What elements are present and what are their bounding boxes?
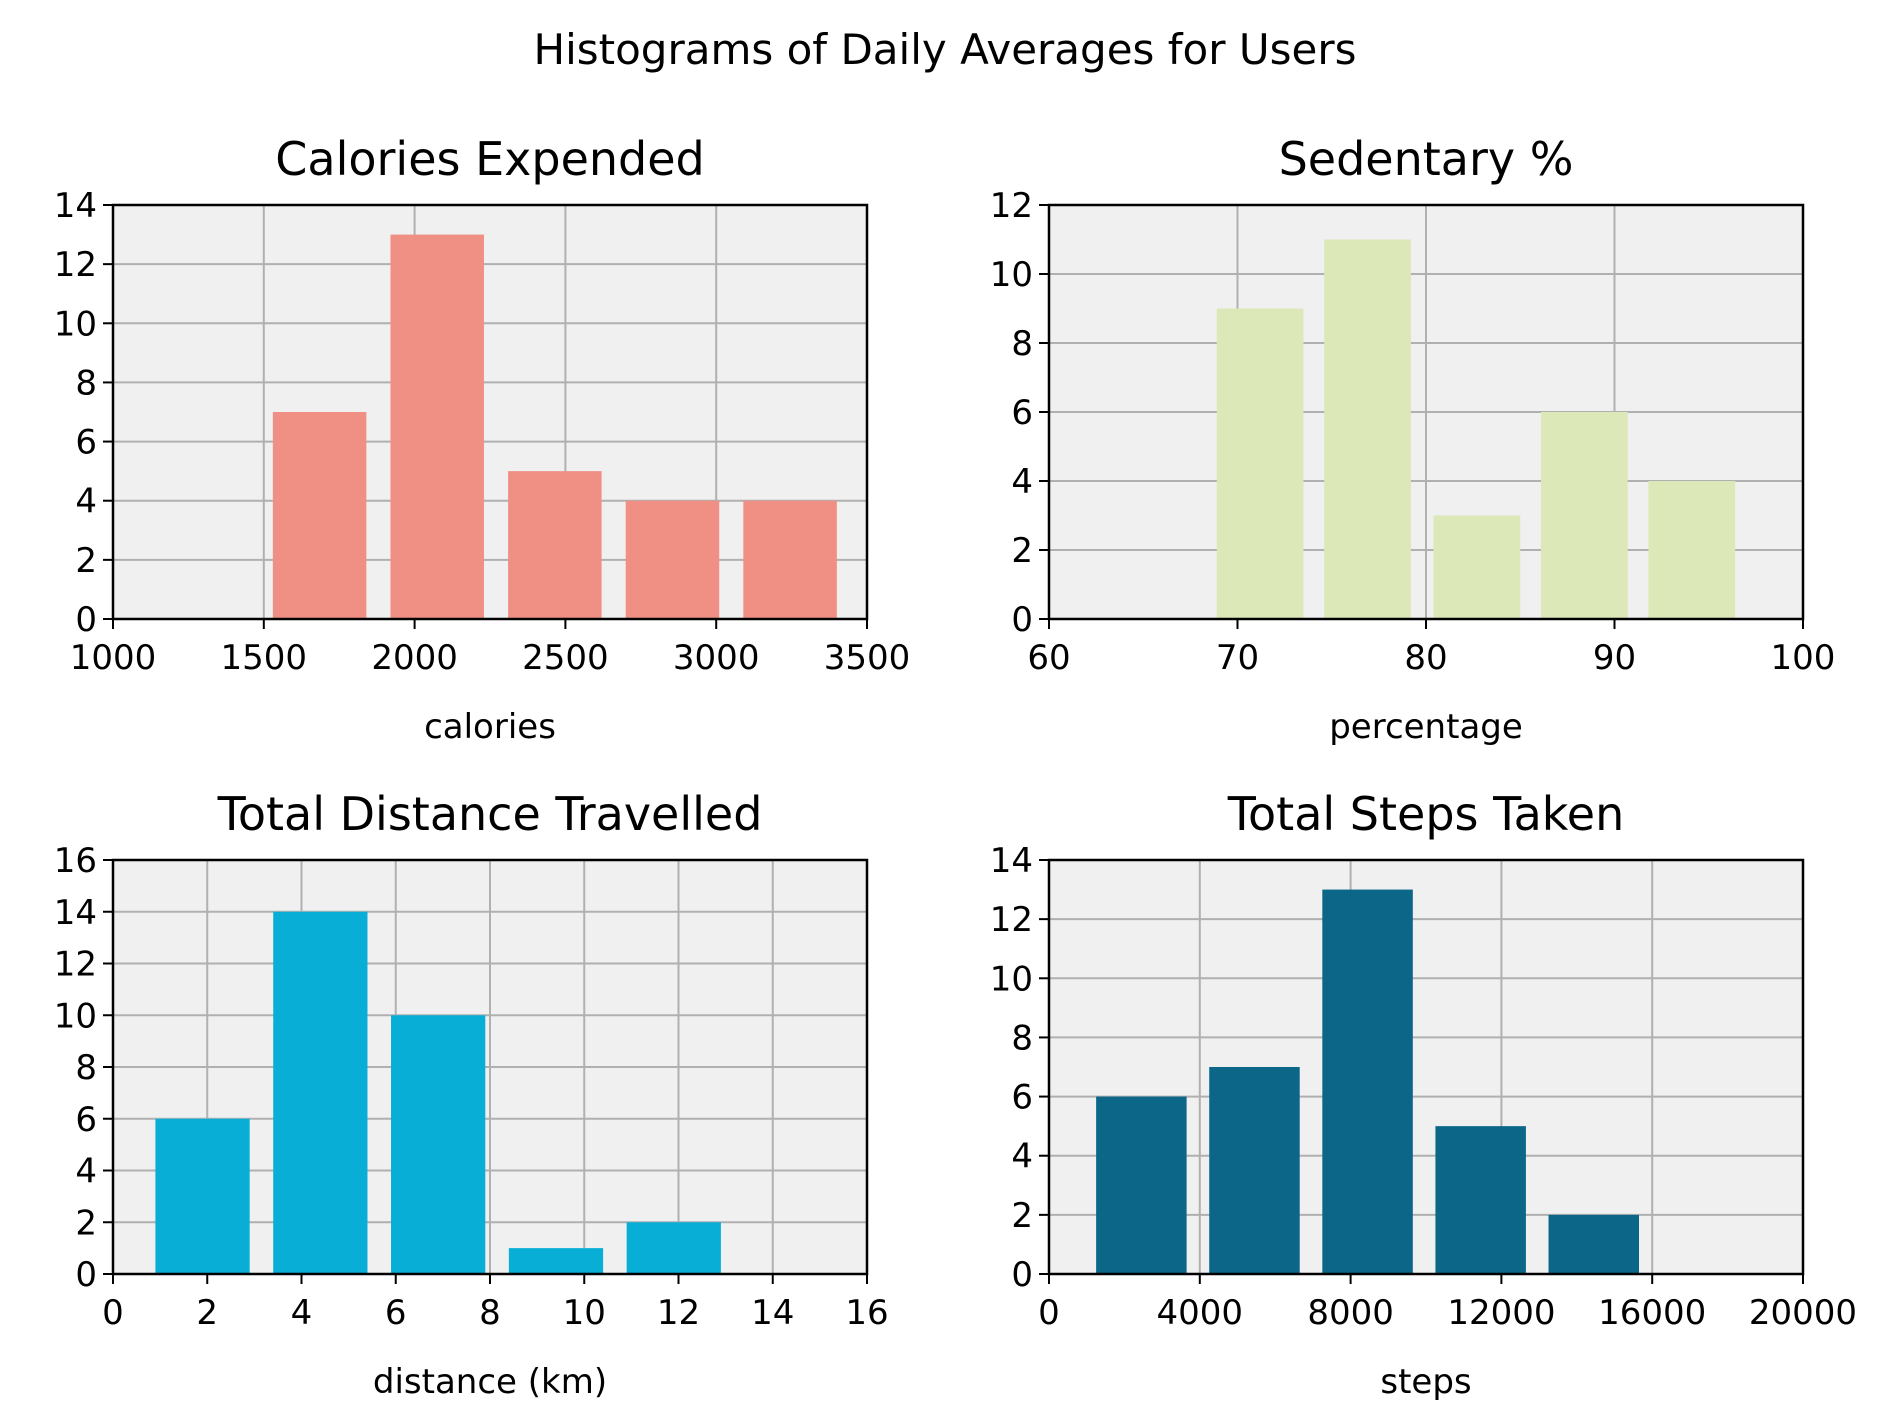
distance-x-tick-label-3: 6: [385, 1293, 407, 1333]
steps-bar-2: [1322, 889, 1413, 1274]
sedentary-bar-2: [1433, 515, 1521, 619]
distance-y-tick-label-0: 0: [75, 1255, 97, 1295]
distance-y-tick-label-5: 10: [54, 996, 97, 1036]
distance-y-tick-label-8: 16: [54, 841, 97, 881]
calories-expended-histogram: Calories Expended calories 1000 1500 2000 2…: [54, 132, 911, 747]
total-distance-histogram: Total Distance Travelled distance (km) 0…: [54, 787, 889, 1402]
distance-y-tick-label-4: 8: [75, 1048, 97, 1088]
distance-y-tick-label-2: 4: [75, 1152, 97, 1192]
steps-x-axis-label: steps: [1380, 1362, 1471, 1402]
steps-x-tick-label-5: 20000: [1749, 1293, 1857, 1333]
distance-x-tick-label-5: 10: [563, 1293, 606, 1333]
distance-x-tick-label-8: 16: [845, 1293, 888, 1333]
distance-y-tick-label-6: 12: [54, 945, 97, 985]
calories-x-tick-label-3: 2500: [522, 638, 609, 678]
sedentary-x-tick-label-2: 80: [1404, 638, 1447, 678]
distance-x-tick-label-2: 4: [291, 1293, 313, 1333]
steps-x-tick-label-4: 16000: [1598, 1293, 1706, 1333]
distance-x-axis-label: distance (km): [373, 1362, 607, 1402]
sedentary-y-tick-label-3: 6: [1011, 393, 1033, 433]
calories-y-tick-label-3: 6: [75, 423, 97, 463]
steps-y-tick-label-2: 4: [1011, 1137, 1033, 1177]
steps-x-tick-label-2: 8000: [1307, 1293, 1394, 1333]
sedentary-bar-4: [1648, 481, 1736, 619]
calories-y-tick-label-2: 4: [75, 482, 97, 522]
figure-suptitle: Histograms of Daily Averages for Users: [534, 25, 1357, 74]
sedentary-y-tick-label-0: 0: [1011, 600, 1033, 640]
steps-bar-0: [1096, 1096, 1187, 1274]
distance-bar-2: [391, 1015, 486, 1274]
distance-y-tick-label-3: 6: [75, 1100, 97, 1140]
distance-y-tick-label-1: 2: [75, 1203, 97, 1243]
distance-x-tick-label-6: 12: [657, 1293, 700, 1333]
calories-x-axis-label: calories: [424, 707, 556, 747]
distance-x-tick-label-7: 14: [751, 1293, 794, 1333]
sedentary-bar-3: [1540, 412, 1628, 619]
distance-x-tick-label-4: 8: [479, 1293, 501, 1333]
steps-x-tick-label-1: 4000: [1157, 1293, 1244, 1333]
calories-bar-3: [625, 500, 720, 619]
calories-panel-title: Calories Expended: [275, 132, 704, 186]
steps-bar-1: [1209, 1067, 1300, 1274]
distance-x-tick-label-0: 0: [102, 1293, 124, 1333]
distance-panel-title: Total Distance Travelled: [217, 787, 763, 841]
calories-y-tick-label-1: 2: [75, 541, 97, 581]
calories-bar-0: [272, 412, 367, 619]
distance-bar-3: [508, 1248, 604, 1274]
sedentary-y-tick-label-1: 2: [1011, 531, 1033, 571]
steps-x-tick-label-0: 0: [1038, 1293, 1060, 1333]
calories-y-tick-label-6: 12: [54, 245, 97, 285]
steps-x-tick-label-3: 12000: [1447, 1293, 1555, 1333]
steps-y-tick-label-4: 8: [1011, 1018, 1033, 1058]
distance-bar-1: [273, 911, 368, 1274]
sedentary-bar-0: [1216, 308, 1304, 619]
sedentary-x-tick-label-0: 60: [1027, 638, 1070, 678]
calories-y-tick-label-5: 10: [54, 304, 97, 344]
steps-y-tick-label-0: 0: [1011, 1255, 1033, 1295]
distance-x-tick-label-1: 2: [196, 1293, 218, 1333]
distance-bar-0: [155, 1118, 250, 1274]
calories-x-tick-label-2: 2000: [371, 638, 458, 678]
distance-y-tick-label-7: 14: [54, 893, 97, 933]
sedentary-y-tick-label-4: 8: [1011, 324, 1033, 364]
calories-x-tick-label-1: 1500: [221, 638, 308, 678]
steps-y-tick-label-5: 10: [990, 959, 1033, 999]
sedentary-x-tick-label-3: 90: [1593, 638, 1636, 678]
total-steps-histogram: Total Steps Taken steps 0 4000 8000 12000 16…: [990, 787, 1857, 1402]
calories-y-tick-label-0: 0: [75, 600, 97, 640]
steps-y-tick-label-1: 2: [1011, 1196, 1033, 1236]
sedentary-y-tick-label-5: 10: [990, 255, 1033, 295]
steps-axes-frame: [1047, 858, 1805, 1276]
calories-y-tick-label-7: 14: [54, 186, 97, 226]
calories-plot-area: [113, 205, 867, 619]
sedentary-x-tick-label-4: 100: [1771, 638, 1836, 678]
distance-bar-4: [626, 1222, 721, 1274]
sedentary-bar-1: [1324, 239, 1411, 619]
calories-bar-1: [390, 234, 484, 620]
sedentary-y-tick-label-2: 4: [1011, 462, 1033, 502]
sedentary-x-tick-label-1: 70: [1216, 638, 1259, 678]
sedentary-percent-histogram: Sedentary % percentage 60 70 80 90 100 0 2 4 6 8 1…: [990, 132, 1836, 747]
steps-bar-4: [1548, 1214, 1640, 1274]
calories-bar-4: [743, 500, 837, 619]
sedentary-x-axis-label: percentage: [1329, 707, 1523, 747]
steps-y-tick-label-7: 14: [990, 841, 1033, 881]
steps-y-tick-label-3: 6: [1011, 1078, 1033, 1118]
steps-y-tick-label-6: 12: [990, 900, 1033, 940]
calories-x-tick-label-0: 1000: [70, 638, 157, 678]
calories-x-tick-label-5: 3500: [824, 638, 911, 678]
calories-x-tick-label-4: 3000: [673, 638, 760, 678]
sedentary-panel-title: Sedentary %: [1279, 132, 1574, 186]
calories-axes-frame: [111, 203, 869, 621]
steps-panel-title: Total Steps Taken: [1227, 787, 1625, 841]
calories-bar-2: [508, 471, 602, 619]
steps-bar-3: [1435, 1126, 1526, 1274]
sedentary-y-tick-label-6: 12: [990, 186, 1033, 226]
calories-y-tick-label-4: 8: [75, 363, 97, 403]
